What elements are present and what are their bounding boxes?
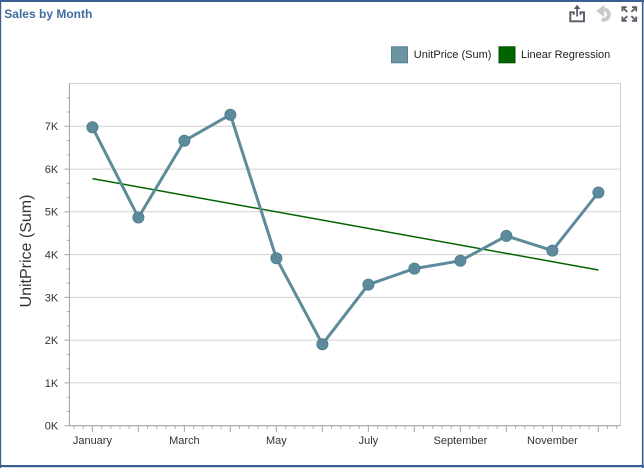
svg-text:Sales by Month: Sales by Month	[4, 7, 92, 21]
svg-text:4K: 4K	[45, 250, 59, 262]
svg-text:7K: 7K	[45, 121, 59, 133]
svg-text:July: July	[359, 435, 379, 447]
svg-text:January: January	[73, 435, 113, 447]
svg-text:UnitPrice (Sum): UnitPrice (Sum)	[18, 195, 35, 308]
svg-text:0K: 0K	[45, 421, 59, 433]
svg-text:September: September	[433, 435, 487, 447]
svg-text:November: November	[527, 435, 578, 447]
svg-text:5K: 5K	[45, 207, 59, 219]
svg-text:3K: 3K	[45, 292, 59, 304]
svg-text:2K: 2K	[45, 335, 59, 347]
svg-text:1K: 1K	[45, 378, 59, 390]
svg-text:May: May	[266, 435, 287, 447]
svg-text:March: March	[169, 435, 200, 447]
svg-text:UnitPrice (Sum): UnitPrice (Sum)	[414, 49, 492, 61]
svg-text:Linear Regression: Linear Regression	[521, 49, 610, 61]
svg-text:6K: 6K	[45, 164, 59, 176]
